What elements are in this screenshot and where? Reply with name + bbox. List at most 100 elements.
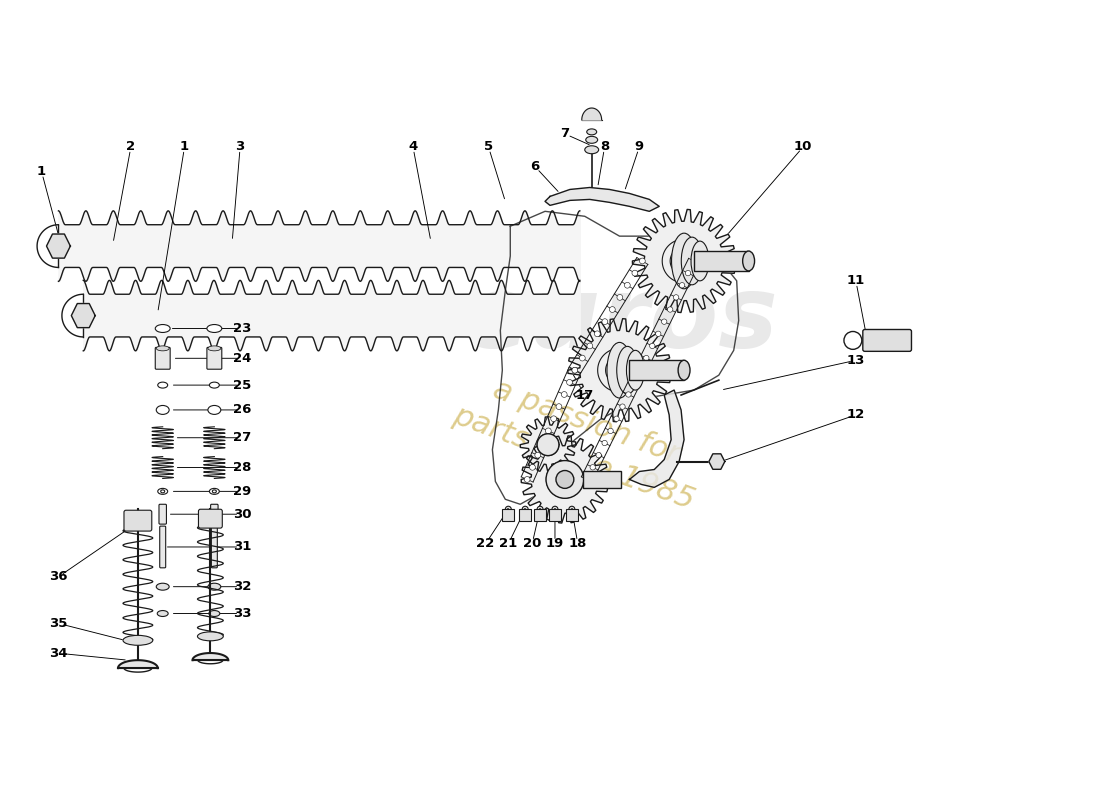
Ellipse shape [505, 506, 512, 512]
Text: 8: 8 [600, 140, 609, 154]
Ellipse shape [691, 258, 696, 264]
Text: 10: 10 [794, 140, 813, 154]
Ellipse shape [602, 440, 607, 446]
Ellipse shape [155, 325, 170, 333]
FancyBboxPatch shape [629, 360, 684, 380]
Ellipse shape [566, 379, 572, 386]
Ellipse shape [537, 434, 559, 456]
Ellipse shape [627, 350, 645, 390]
Ellipse shape [556, 470, 574, 488]
Ellipse shape [157, 488, 167, 494]
Ellipse shape [546, 461, 584, 498]
Polygon shape [520, 417, 575, 473]
Text: 34: 34 [50, 646, 68, 660]
Ellipse shape [209, 488, 219, 494]
Polygon shape [708, 454, 725, 470]
Ellipse shape [586, 129, 596, 135]
Text: 21: 21 [499, 538, 517, 550]
Text: 3: 3 [235, 140, 245, 154]
FancyBboxPatch shape [503, 510, 515, 521]
FancyBboxPatch shape [549, 510, 561, 521]
Text: 1: 1 [180, 140, 189, 154]
Ellipse shape [661, 319, 667, 324]
Text: 31: 31 [233, 541, 251, 554]
Text: 12: 12 [847, 408, 865, 422]
Text: 25: 25 [233, 378, 251, 392]
FancyBboxPatch shape [160, 526, 166, 568]
Ellipse shape [535, 452, 541, 458]
Ellipse shape [625, 282, 630, 288]
Ellipse shape [209, 382, 219, 388]
Text: 29: 29 [233, 485, 251, 498]
Ellipse shape [617, 294, 623, 300]
Ellipse shape [644, 355, 649, 361]
FancyBboxPatch shape [694, 251, 749, 271]
Polygon shape [582, 108, 602, 120]
Ellipse shape [584, 477, 590, 482]
Ellipse shape [678, 360, 690, 380]
Text: 1: 1 [37, 165, 46, 178]
Text: 9: 9 [635, 140, 643, 154]
FancyBboxPatch shape [211, 526, 218, 568]
Ellipse shape [596, 453, 602, 458]
Ellipse shape [585, 146, 598, 154]
Ellipse shape [638, 367, 644, 373]
Polygon shape [72, 303, 96, 328]
Ellipse shape [742, 251, 755, 271]
Ellipse shape [161, 490, 165, 493]
Ellipse shape [607, 342, 632, 398]
Text: 7: 7 [560, 127, 570, 140]
Ellipse shape [208, 583, 221, 590]
Text: 28: 28 [233, 461, 251, 474]
Polygon shape [544, 187, 659, 211]
Polygon shape [46, 234, 70, 258]
Ellipse shape [680, 282, 685, 288]
Text: 22: 22 [476, 538, 495, 550]
Polygon shape [629, 390, 684, 487]
Text: 19: 19 [546, 538, 564, 550]
FancyBboxPatch shape [583, 470, 620, 488]
Ellipse shape [587, 343, 593, 349]
Text: 35: 35 [50, 617, 67, 630]
Ellipse shape [212, 490, 217, 493]
Text: 11: 11 [847, 274, 865, 287]
Polygon shape [568, 318, 671, 422]
Text: 2: 2 [126, 140, 135, 154]
FancyBboxPatch shape [210, 504, 218, 524]
Text: 13: 13 [847, 354, 865, 366]
Text: 18: 18 [569, 538, 587, 550]
Text: 30: 30 [233, 508, 252, 521]
FancyBboxPatch shape [519, 510, 531, 521]
Ellipse shape [540, 440, 546, 446]
FancyBboxPatch shape [160, 504, 166, 524]
Ellipse shape [546, 428, 551, 434]
Polygon shape [632, 210, 736, 313]
Ellipse shape [157, 610, 168, 617]
Ellipse shape [617, 346, 638, 394]
Text: 32: 32 [233, 580, 251, 593]
Ellipse shape [207, 325, 222, 333]
Text: euros: euros [461, 272, 778, 369]
Ellipse shape [619, 404, 625, 410]
FancyBboxPatch shape [198, 510, 222, 528]
Ellipse shape [602, 318, 607, 325]
Ellipse shape [525, 477, 530, 482]
Ellipse shape [552, 506, 558, 512]
Text: 26: 26 [233, 403, 251, 417]
Text: 33: 33 [233, 607, 252, 620]
FancyBboxPatch shape [862, 330, 912, 351]
Ellipse shape [631, 270, 638, 276]
Text: 17: 17 [575, 389, 594, 402]
Ellipse shape [668, 307, 673, 312]
Ellipse shape [123, 635, 153, 646]
Text: 36: 36 [50, 570, 68, 583]
Text: 27: 27 [233, 431, 251, 444]
Ellipse shape [844, 331, 861, 350]
Ellipse shape [198, 632, 223, 641]
Ellipse shape [156, 346, 169, 351]
Ellipse shape [685, 270, 691, 276]
Ellipse shape [209, 610, 220, 617]
Ellipse shape [156, 583, 169, 590]
Text: 24: 24 [233, 352, 251, 365]
Ellipse shape [561, 391, 568, 398]
